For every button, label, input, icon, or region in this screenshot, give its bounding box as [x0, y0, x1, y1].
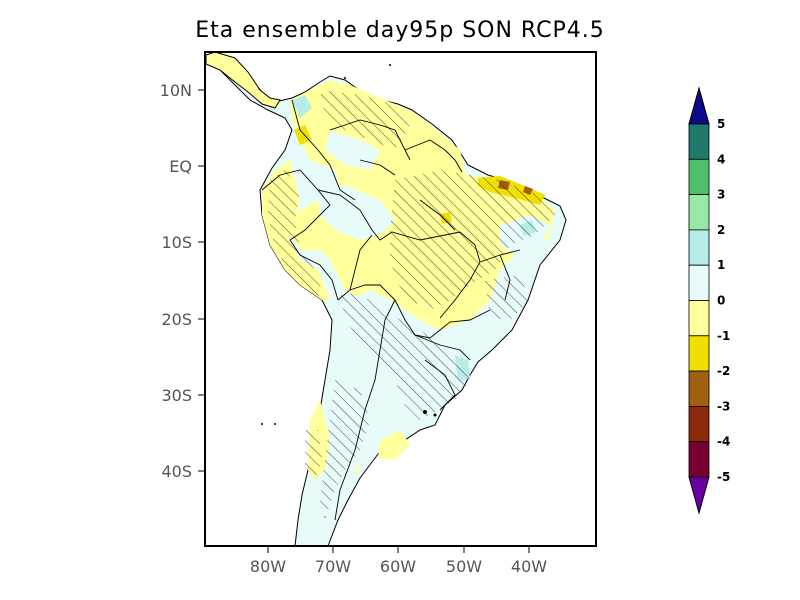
- significance-hatching: [268, 90, 555, 520]
- colorbar-swatch: [688, 123, 710, 160]
- lon-axis: 80W 70W 60W 50W 40W: [250, 546, 547, 576]
- lat-tick-30s: 30S: [161, 386, 192, 405]
- minor-features: [261, 64, 437, 425]
- colorbar-swatch: [688, 264, 710, 301]
- lat-tick-20s: 20S: [161, 310, 192, 329]
- colorbar-label: 5: [717, 117, 725, 131]
- colorbar-max-arrow: [688, 86, 710, 125]
- colorbar-label: -2: [717, 364, 730, 378]
- colorbar-label: -1: [717, 329, 730, 343]
- colorbar-label: 2: [717, 223, 725, 237]
- colorbar-label: 3: [717, 188, 725, 202]
- lon-tick-50w: 50W: [446, 557, 482, 576]
- colorbar-swatch: [688, 370, 710, 407]
- colorbar-label: 4: [717, 152, 725, 166]
- colorbar-label: -5: [717, 470, 730, 484]
- colorbar-swatch: [688, 229, 710, 266]
- colorbar-swatch: [688, 194, 710, 231]
- colorbar-swatch: [688, 158, 710, 196]
- colorbar-label: -3: [717, 399, 730, 413]
- colorbar-swatch: [688, 405, 710, 443]
- south-america-map: [205, 52, 567, 546]
- lon-tick-60w: 60W: [380, 557, 416, 576]
- colorbar-swatch: [688, 441, 710, 478]
- country-borders: [261, 99, 521, 521]
- colorbar-label: -4: [717, 435, 730, 449]
- lon-tick-80w: 80W: [250, 557, 286, 576]
- colorbar: 5 4 3 2 1 0 -1 -2 -3 -4 -5: [688, 86, 730, 515]
- central-america: [205, 52, 281, 109]
- colorbar-swatch: [688, 300, 710, 337]
- chart-title: Eta ensemble day95p SON RCP4.5: [195, 18, 605, 43]
- colorbar-label: 1: [717, 258, 725, 272]
- lat-axis: 10N EQ 10S 20S 30S 40S: [160, 81, 205, 481]
- lat-tick-10n: 10N: [160, 81, 192, 100]
- colorbar-min-arrow: [688, 476, 710, 515]
- lon-tick-70w: 70W: [315, 557, 351, 576]
- lat-tick-40s: 40S: [161, 462, 192, 481]
- map-frame: [204, 51, 597, 547]
- lat-tick-10s: 10S: [161, 233, 192, 252]
- colorbar-swatch: [688, 335, 710, 372]
- lat-tick-eq: EQ: [169, 157, 192, 176]
- colorbar-label: 0: [717, 294, 725, 308]
- lon-tick-40w: 40W: [511, 557, 547, 576]
